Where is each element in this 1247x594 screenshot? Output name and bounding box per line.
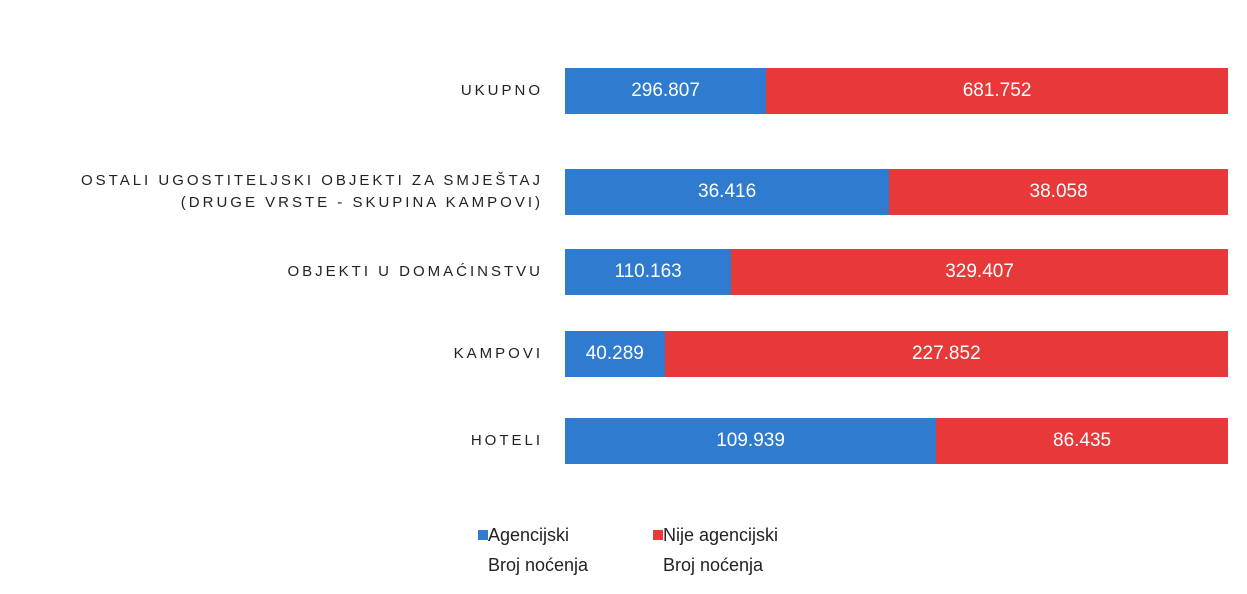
category-label: UKUPNO [460,82,543,99]
legend-swatch [653,530,663,540]
bar [565,68,767,114]
value-label: 329.407 [945,261,1014,282]
value-label: 296.807 [631,80,700,101]
category-label: KAMPOVI [453,345,543,362]
bar [766,68,1228,114]
bar [936,418,1228,464]
value-label: 110.163 [614,261,682,282]
value-label: 40.289 [585,343,644,364]
bar [889,169,1228,215]
bar [565,418,937,464]
legend-label: Nije agencijski Broj noćenja [663,525,779,575]
legend-swatch [478,530,488,540]
value-label: 36.416 [698,181,757,202]
category-label: OBJEKTI U DOMAĆINSTVU [287,263,543,280]
bar [565,331,665,377]
category-label: HOTELI [470,432,543,449]
bar [731,249,1228,295]
value-label: 86.435 [1053,430,1112,451]
bar [565,169,890,215]
category-label: OSTALI UGOSTITELJSKI OBJEKTI ZA SMJEŠTAJ… [80,172,543,211]
bar [664,331,1228,377]
value-label: 227.852 [911,343,981,364]
value-label: 681.752 [962,80,1032,101]
bar [565,249,732,295]
legend-label: Agencijski Broj noćenja [488,525,589,575]
value-label: 38.058 [1029,181,1088,202]
value-label: 109.939 [716,430,785,451]
